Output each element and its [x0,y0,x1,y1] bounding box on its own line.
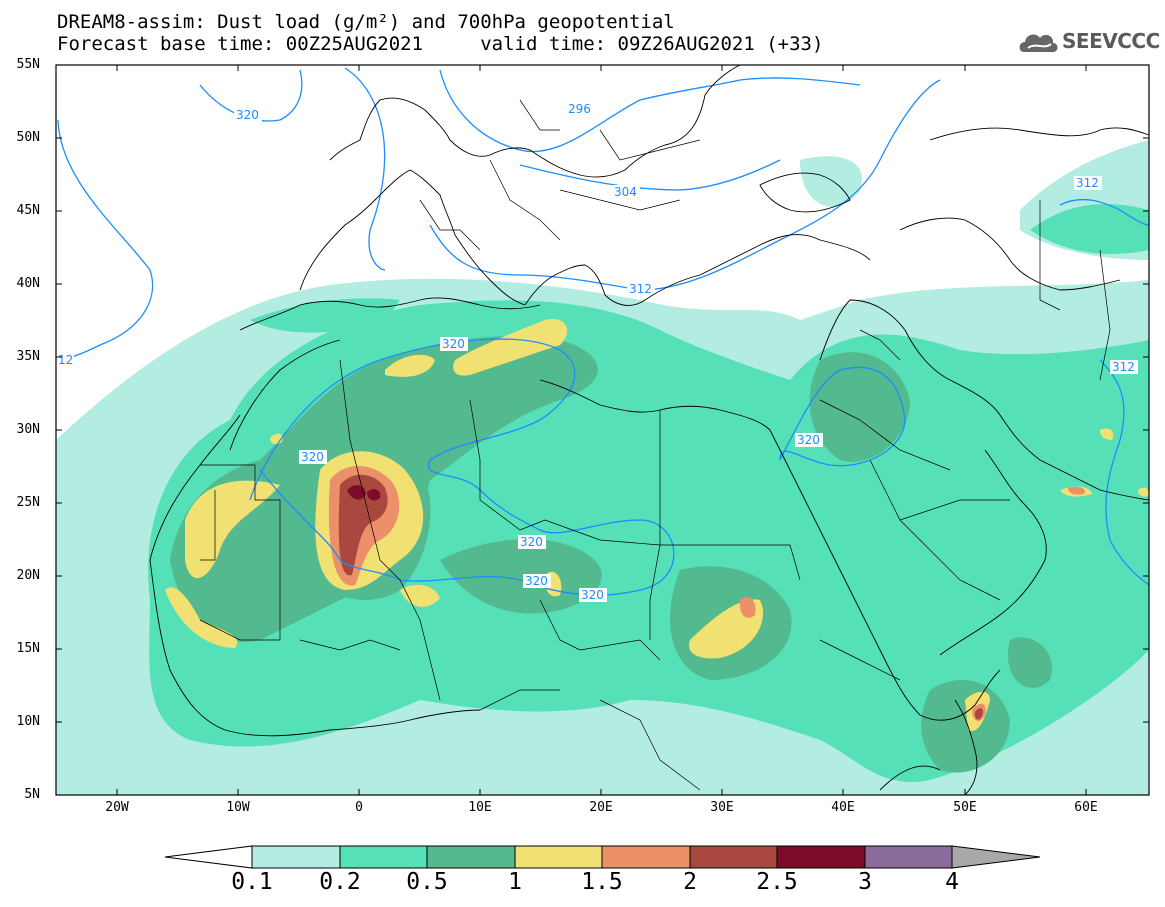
colorbar-tick-label: 0.2 [319,869,361,895]
colorbar-tick-label: 3 [858,869,872,895]
lat-label: 20N [16,568,40,583]
lat-label: 45N [16,203,40,218]
colorbar-over-triangle [951,845,1041,869]
lon-label: 30E [710,800,734,815]
colorbar [164,845,1041,869]
lat-label: 35N [16,349,40,364]
lat-label: 50N [16,130,40,145]
logo-text: SEEVCCC [1062,29,1160,53]
lon-label: 10E [468,800,492,815]
lat-label: 10N [16,714,40,729]
svg-text:320: 320 [797,433,820,447]
svg-text:320: 320 [442,337,465,351]
lon-label: 10W [226,800,250,815]
colorbar-tick-label: 4 [945,869,959,895]
lat-label: 25N [16,495,40,510]
lon-label: 50E [953,800,977,815]
country-borders [199,99,1111,791]
svg-text:312: 312 [1112,360,1135,374]
colorbar-tick-label: 0.1 [231,869,273,895]
svg-text:320: 320 [236,108,259,122]
colorbar-segment [864,845,953,869]
colorbar-segment [601,845,691,869]
colorbar-segment [514,845,603,869]
lon-label: 0 [355,800,363,815]
dust-field-2.5-3 [347,485,381,501]
axis-ticks [56,64,1149,795]
lat-label: 55N [16,57,40,72]
colorbar-segment [339,845,428,869]
colorbar-tick-label: 1 [508,869,522,895]
lon-label: 20E [589,800,613,815]
svg-text:296: 296 [568,102,591,116]
svg-text:320: 320 [581,588,604,602]
colorbar-tick-label: 2.5 [756,869,798,895]
colorbar-segment [426,845,516,869]
svg-text:312: 312 [629,282,652,296]
geopotential-contours [56,67,1149,596]
colorbar-segment [689,845,778,869]
lon-label: 40E [831,800,855,815]
lat-label: 40N [16,276,40,291]
lat-label: 15N [16,641,40,656]
contour-labels: 320 296 304 312 312 320 320 320 320 320 … [56,102,1138,602]
colorbar-tick-label: 0.5 [406,869,448,895]
lon-label: 20W [105,800,129,815]
colorbar-tick-label: 1.5 [581,869,623,895]
svg-text:320: 320 [520,535,543,549]
colorbar-segment [251,845,341,869]
colorbar-under-triangle [164,845,253,869]
svg-text:304: 304 [614,185,637,199]
lat-label: 30N [16,422,40,437]
map-subtitle: Forecast base time: 00Z25AUG2021 valid t… [57,33,824,55]
colorbar-segment [776,845,866,869]
lat-label: 5N [24,787,40,802]
lon-label: 60E [1074,800,1098,815]
colorbar-tick-label: 2 [683,869,697,895]
svg-text:320: 320 [301,450,324,464]
map-title: DREAM8-assim: Dust load (g/m²) and 700hP… [57,11,675,33]
cloud-logo-icon [1019,34,1058,52]
svg-text:312: 312 [1076,176,1099,190]
svg-text:12: 12 [58,353,73,367]
svg-text:320: 320 [525,574,548,588]
